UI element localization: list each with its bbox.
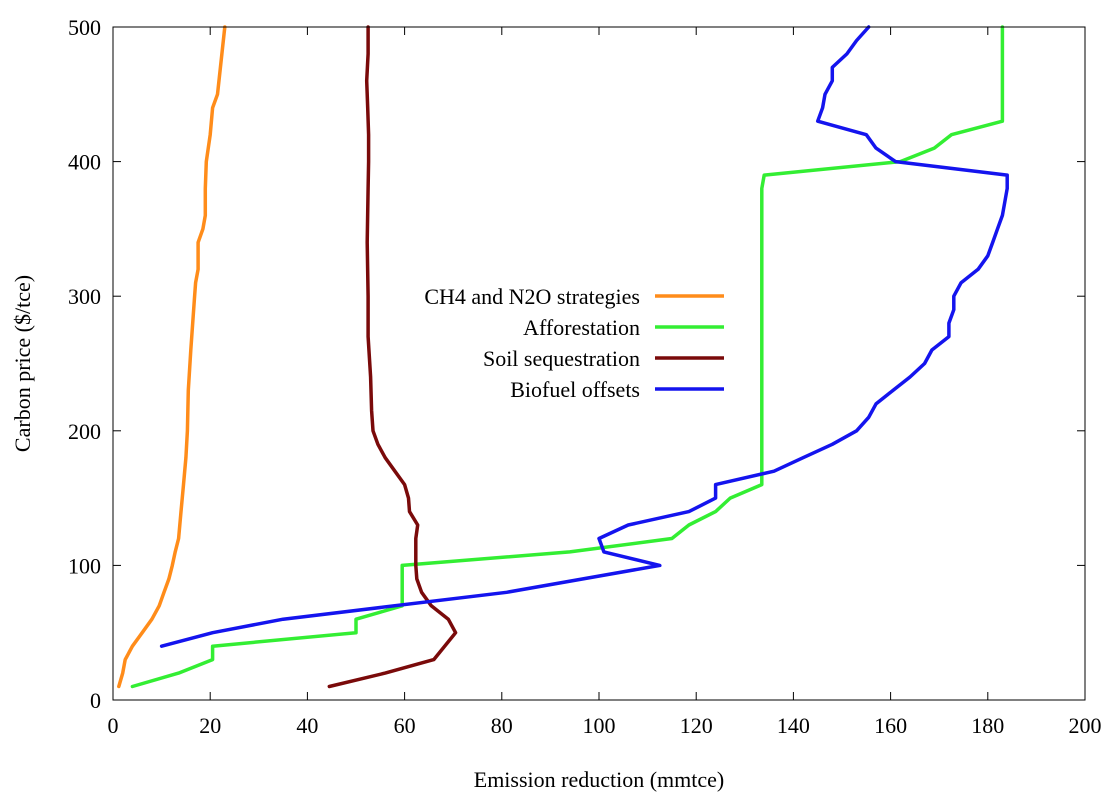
y-tick-label: 100 [68, 553, 101, 578]
x-tick-label: 0 [108, 713, 119, 738]
legend: CH4 and N2O strategies Afforestation Soil … [424, 284, 724, 402]
y-axis-label: Carbon price ($/tce) [10, 275, 35, 452]
x-tick-label: 120 [680, 713, 713, 738]
x-tick-label: 140 [777, 713, 810, 738]
legend-label: Biofuel offsets [510, 377, 640, 402]
series-line-2 [130, 25, 1005, 689]
y-tick-label: 200 [68, 419, 101, 444]
x-tick-label: 20 [199, 713, 221, 738]
x-tick-label: 40 [296, 713, 318, 738]
series-line-1 [117, 25, 227, 689]
y-tick-label: 500 [68, 15, 101, 40]
y-tick-label: 0 [90, 688, 101, 713]
legend-label: Afforestation [523, 315, 640, 340]
x-tick-label: 80 [491, 713, 513, 738]
series-line-4 [159, 25, 1009, 648]
legend-label: Soil sequestration [483, 346, 640, 371]
axis-ticks: 0 20 40 60 80 100 120 140 160 180 200 0 100 200 300 400… [68, 15, 1102, 738]
x-tick-label: 200 [1069, 713, 1102, 738]
x-tick-label: 180 [971, 713, 1004, 738]
y-tick-label: 400 [68, 150, 101, 175]
x-tick-label: 160 [874, 713, 907, 738]
series-layer [117, 25, 1009, 689]
y-tick-label: 300 [68, 284, 101, 309]
series-line-3 [327, 25, 458, 689]
x-tick-label: 100 [583, 713, 616, 738]
x-axis-label: Emission reduction (mmtce) [474, 767, 725, 792]
legend-label: CH4 and N2O strategies [424, 284, 640, 309]
x-tick-label: 60 [394, 713, 416, 738]
